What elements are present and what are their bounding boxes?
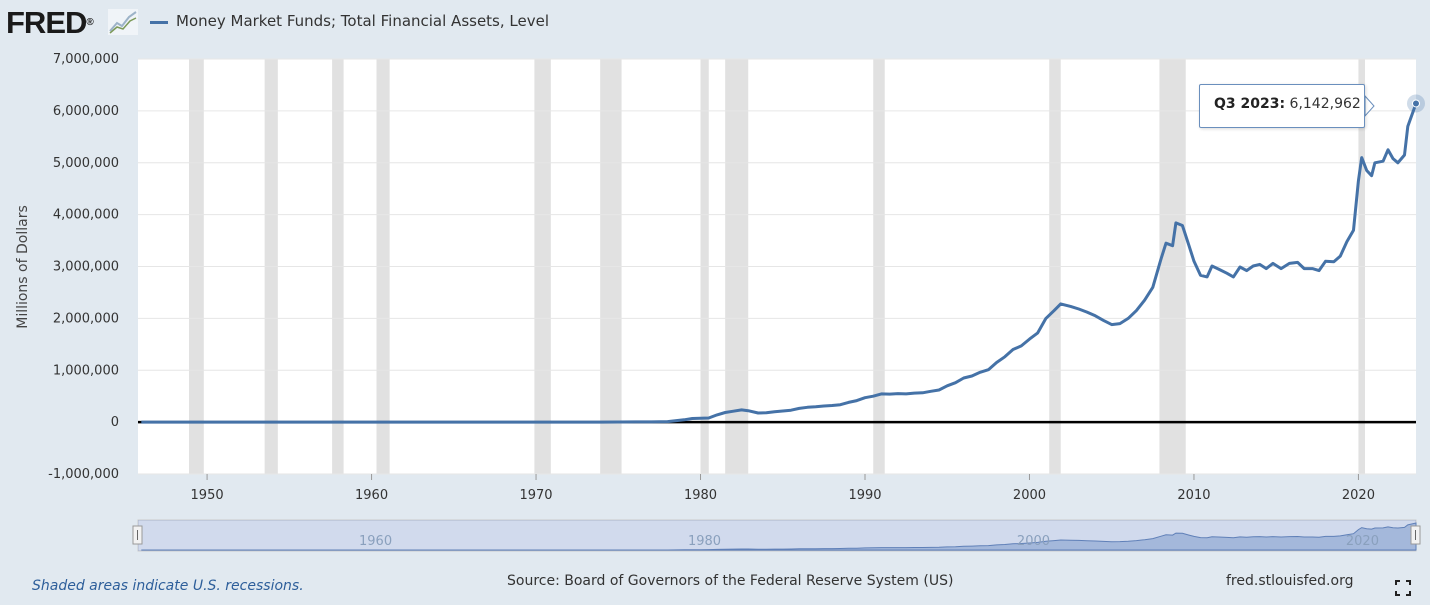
tooltip-label: Q3 2023: — [1214, 96, 1286, 112]
navigator[interactable]: 1960 1980 2000 2020 — [132, 519, 1421, 552]
navigator-tick-label: 1960 — [359, 534, 392, 549]
legend-series-swatch — [150, 21, 168, 24]
x-tick-label: 2020 — [1342, 488, 1375, 503]
y-tick-label: 4,000,000 — [53, 208, 119, 223]
x-tick-label: 2010 — [1177, 488, 1210, 503]
source-text: Source: Board of Governors of the Federa… — [507, 573, 954, 589]
y-tick-label: -1,000,000 — [48, 467, 119, 482]
x-tick-label: 1980 — [684, 488, 717, 503]
y-tick-label: 3,000,000 — [53, 260, 119, 275]
x-tick-label: 1970 — [519, 488, 552, 503]
site-link[interactable]: fred.stlouisfed.org — [1226, 573, 1354, 589]
y-tick-label: 6,000,000 — [53, 104, 119, 119]
line-chart-icon — [108, 9, 138, 35]
recession-note: Shaded areas indicate U.S. recessions. — [32, 578, 304, 594]
fullscreen-icon[interactable] — [1395, 580, 1411, 596]
tooltip-value: 6,142,962 — [1289, 96, 1361, 112]
y-axis-ticks: -1,000,000 0 1,000,000 2,000,000 3,000,000 4,… — [48, 52, 119, 482]
x-tick-label: 1960 — [355, 488, 388, 503]
last-point-marker[interactable] — [1412, 99, 1420, 108]
x-tick-label: 2000 — [1013, 488, 1046, 503]
y-tick-label: 7,000,000 — [53, 52, 119, 67]
y-axis-title: Millions of Dollars — [15, 205, 31, 329]
x-tick-label: 1990 — [848, 488, 881, 503]
y-tick-label: 5,000,000 — [53, 156, 119, 171]
tooltip-pointer — [1364, 94, 1375, 118]
x-axis-ticks: 1950 1960 1970 1980 1990 2000 2010 2020 — [191, 474, 1375, 503]
logo-text: FRED — [6, 5, 87, 40]
fred-logo[interactable]: FRED® — [6, 5, 94, 40]
navigator-selection[interactable] — [138, 520, 1416, 551]
x-tick-label: 1950 — [191, 488, 224, 503]
navigator-tick-label: 2020 — [1346, 534, 1379, 549]
navigator-area — [141, 522, 1417, 551]
y-tick-label: 0 — [111, 415, 119, 430]
logo-registered-mark: ® — [86, 17, 93, 28]
y-tick-label: 2,000,000 — [53, 311, 119, 326]
data-tooltip: Q3 2023: 6,142,962 — [1199, 84, 1365, 128]
navigator-tick-label: 1980 — [688, 534, 721, 549]
navigator-ticks: 1960 1980 2000 2020 — [359, 534, 1379, 549]
series-line[interactable] — [141, 102, 1418, 424]
legend-series-label[interactable]: Money Market Funds; Total Financial Asse… — [176, 12, 550, 30]
navigator-tick-label: 2000 — [1017, 534, 1050, 549]
y-tick-label: 1,000,000 — [53, 363, 119, 378]
